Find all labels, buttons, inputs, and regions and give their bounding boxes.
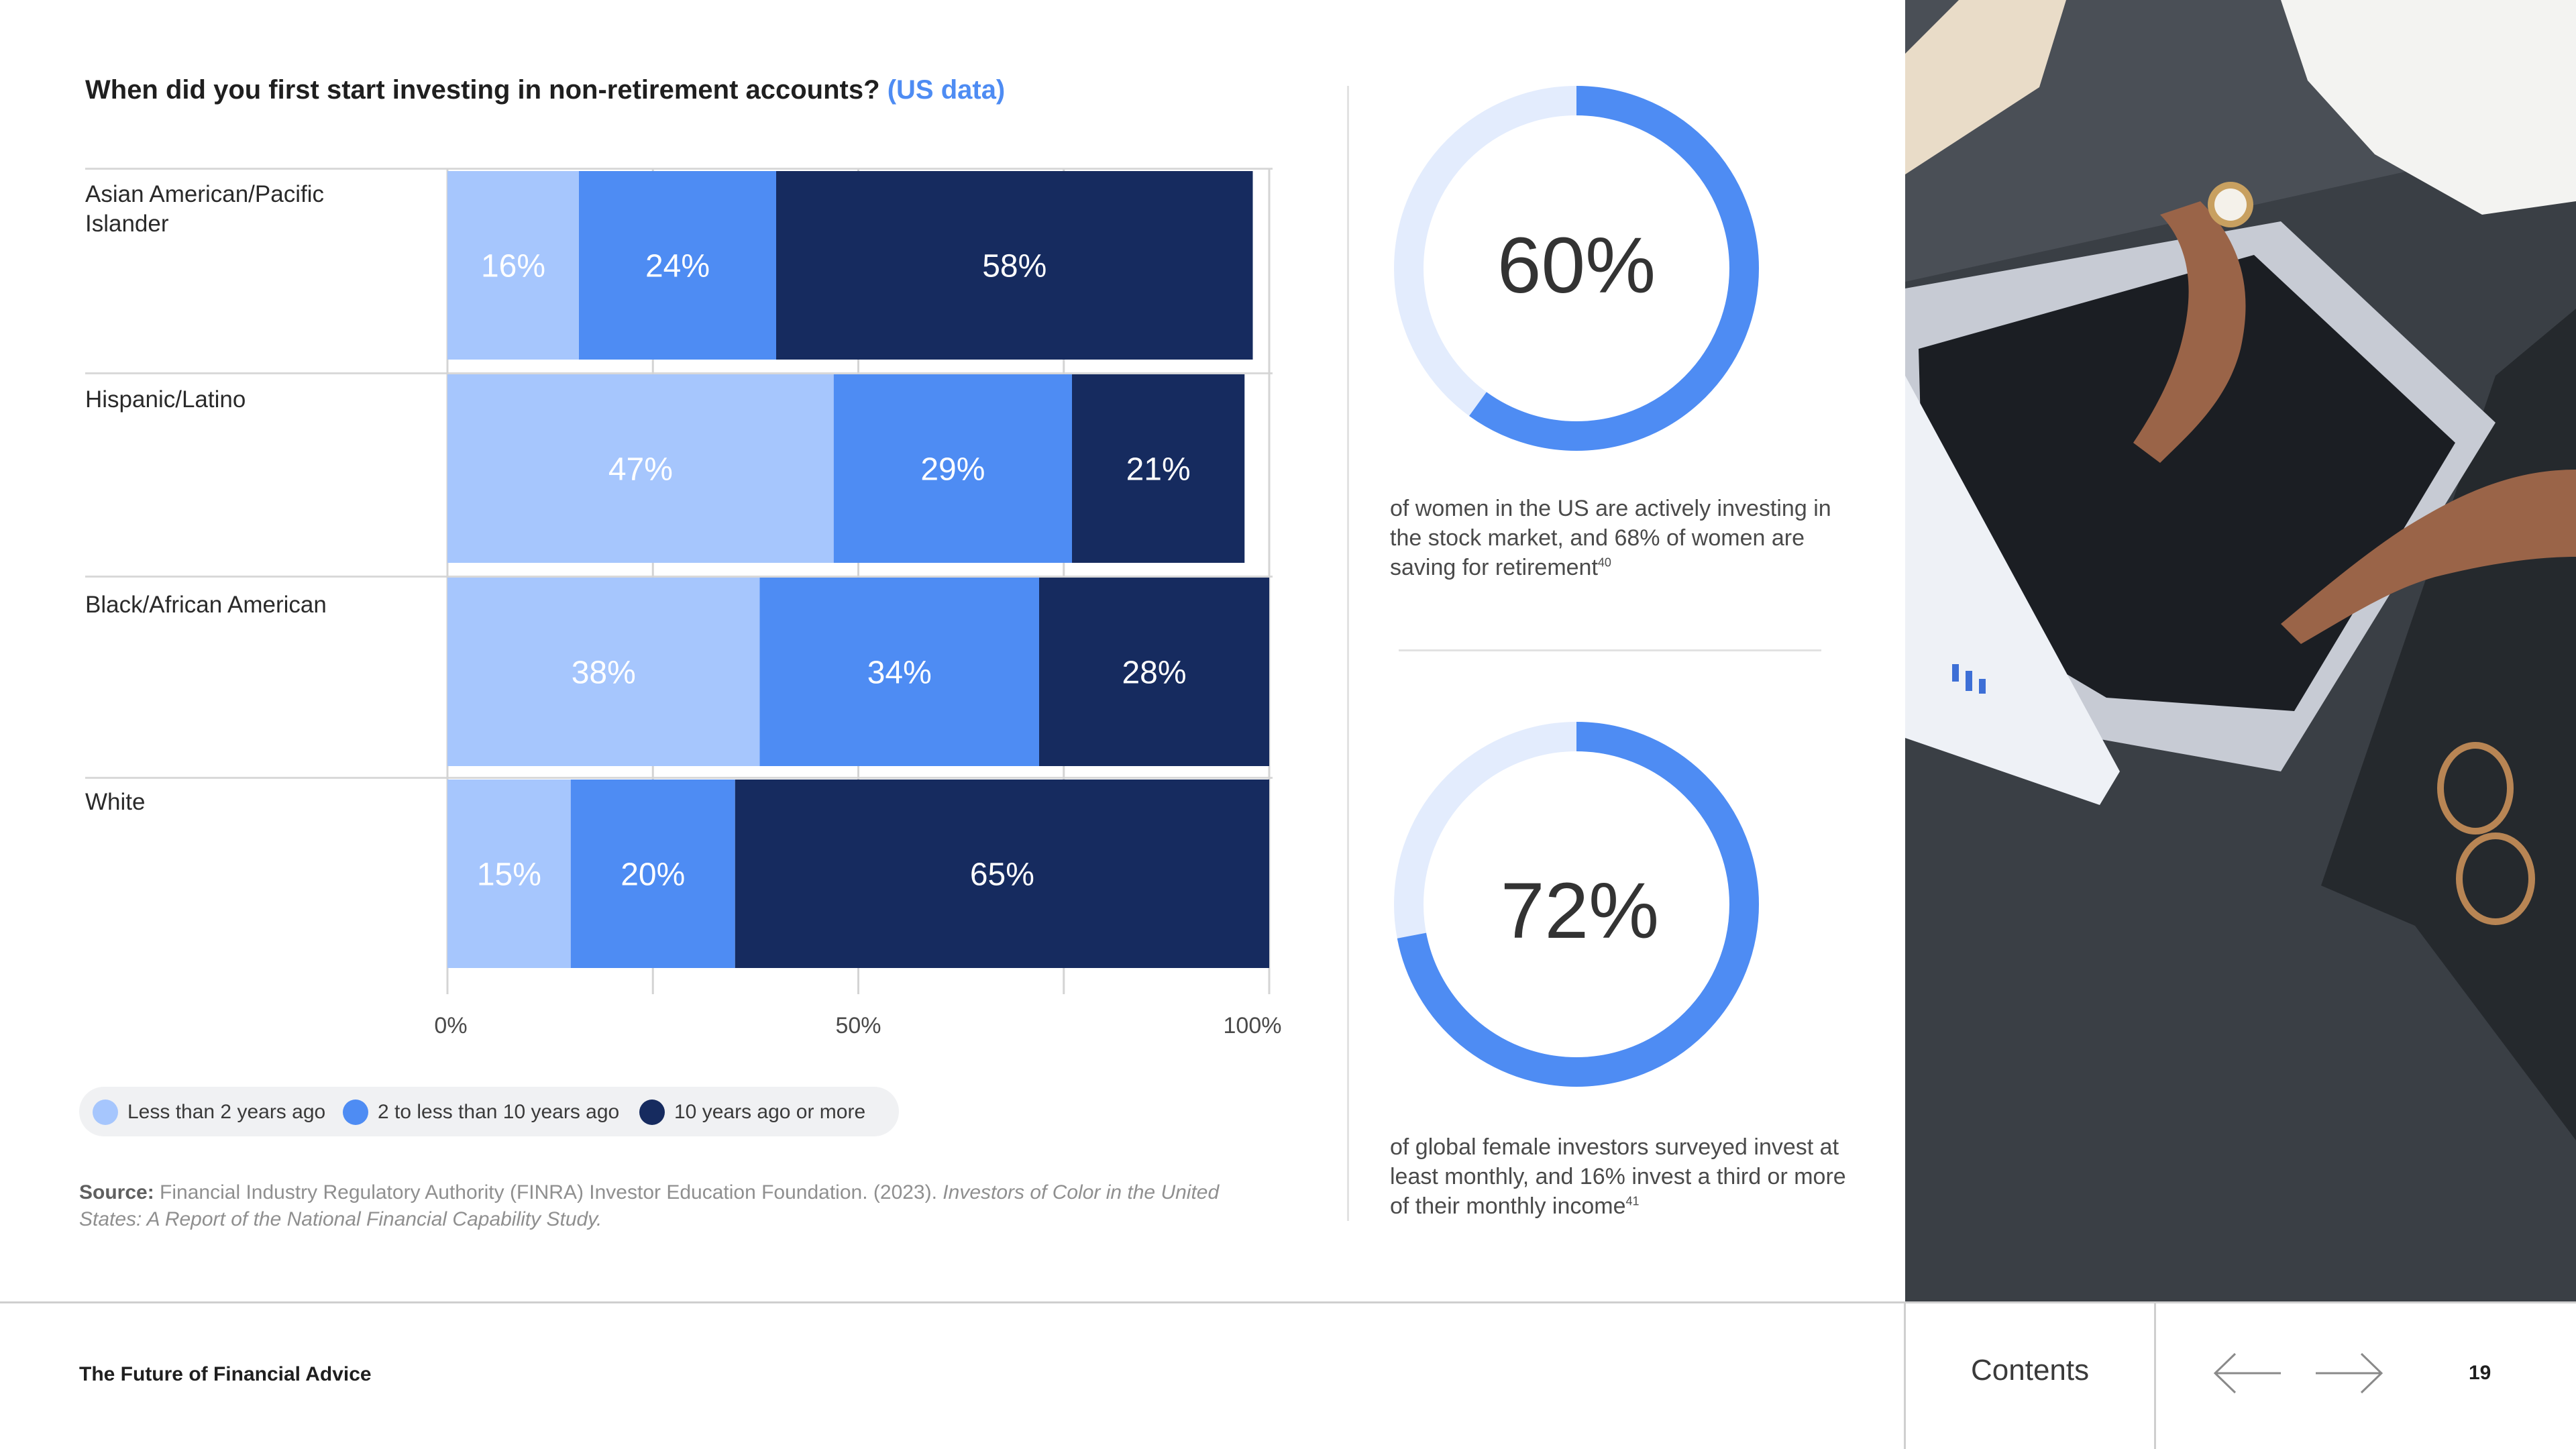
donut-fill [1394, 722, 1759, 1087]
bar-segment [570, 780, 735, 968]
notebook [1905, 0, 2066, 174]
chart-title-highlight: (US data) [887, 75, 1006, 105]
bar-value-label: 58% [982, 249, 1046, 284]
source-title: Investors of Color in the United States:… [79, 1181, 1220, 1230]
footnote-marker: 41 [1625, 1194, 1640, 1208]
arrow-right-icon[interactable] [2312, 1348, 2385, 1398]
bar-value-label: 38% [572, 655, 636, 691]
source-note: Source: Financial Industry Regulatory Au… [79, 1179, 1273, 1233]
laptop-screen [1905, 376, 2120, 805]
bar-value-label: 16% [481, 249, 545, 284]
category-label-hispanic: Hispanic/Latino [85, 386, 246, 413]
row-divider [85, 576, 1273, 578]
bar-value-label: 29% [920, 452, 985, 488]
right-hand [2281, 470, 2576, 644]
donut-fill [1394, 86, 1759, 451]
chart-legend: Less than 2 years ago 2 to less than 10 … [79, 1087, 899, 1136]
footer-separator [2154, 1301, 2156, 1449]
source-label: Source: [79, 1181, 154, 1203]
bar-segment [759, 578, 1039, 766]
bar-segment [447, 578, 760, 766]
footnote-marker: 40 [1597, 555, 1611, 570]
bar-value-label: 65% [970, 857, 1034, 893]
x-tick-label: 0% [434, 1013, 467, 1038]
stacked-bar-chart: 16% 24% 58% 47% 29% 21% 38% 34% 28% 15% 20% 65% 0% 50… [434, 169, 1282, 1038]
footer-separator [1904, 1301, 1906, 1449]
bar-segment [447, 171, 579, 360]
column-divider [1347, 86, 1349, 1221]
bar-value-label: 21% [1126, 452, 1191, 488]
bar-value-label: 28% [1122, 655, 1186, 691]
row-divider [85, 777, 1273, 779]
source-text: Financial Industry Regulatory Authority … [160, 1181, 937, 1203]
chart-title-text: When did you first start investing in no… [85, 75, 880, 105]
donut-60-percent [1394, 86, 1759, 451]
bar-segment [833, 374, 1072, 563]
bar-value-label: 34% [867, 655, 932, 691]
footer-divider [0, 1301, 2576, 1303]
bar-value-label: 24% [645, 249, 710, 284]
chart-title: When did you first start investing in no… [85, 75, 1005, 105]
stat-value-60: 60% [1497, 221, 1656, 310]
row-divider [85, 372, 1273, 374]
eyeglasses [2437, 742, 2514, 835]
bar-segment [1039, 578, 1269, 766]
stat-text-women-us: of women in the US are actively investin… [1390, 494, 1846, 582]
bar-segment [735, 780, 1269, 968]
x-tick-label: 100% [1224, 1013, 1282, 1038]
contents-link[interactable]: Contents [1971, 1354, 2090, 1387]
bar-segment [447, 374, 834, 563]
arrow-left-icon[interactable] [2211, 1348, 2285, 1398]
stat-value-72: 72% [1500, 867, 1660, 955]
stat-divider [1399, 649, 1821, 651]
legend-swatch-dark [639, 1099, 665, 1125]
donut-72-percent [1394, 722, 1759, 1087]
legend-item-2-to-10-years: 2 to less than 10 years ago [343, 1099, 619, 1126]
legend-swatch-mid [343, 1099, 368, 1125]
legend-item-10-years-or-more: 10 years ago or more [639, 1099, 865, 1126]
legend-label: Less than 2 years ago [127, 1101, 326, 1123]
legend-label: 2 to less than 10 years ago [378, 1101, 620, 1123]
page-number: 19 [2469, 1362, 2491, 1384]
bar-segment [447, 780, 571, 968]
legend-swatch-light [93, 1099, 118, 1125]
white-sleeve [2281, 0, 2576, 215]
row-divider [85, 168, 1273, 170]
laptop-photo [1905, 0, 2576, 1301]
laptop-photo-illustration [1905, 0, 2576, 1301]
bar-value-label: 47% [608, 452, 673, 488]
stat-text-body: of women in the US are actively investin… [1390, 496, 1831, 580]
category-label-black: Black/African American [85, 592, 327, 618]
left-hand [2133, 201, 2246, 463]
bar-segment [579, 171, 776, 360]
legend-label: 10 years ago or more [674, 1101, 866, 1123]
document-title: The Future of Financial Advice [79, 1363, 372, 1385]
category-label-white: White [85, 789, 146, 815]
category-label-aapi: Asian American/Pacific Islander [85, 181, 324, 237]
bar-value-label: 15% [477, 857, 541, 893]
bar-segment [776, 171, 1253, 360]
bar-value-label: 20% [621, 857, 685, 893]
stat-text-body: of global female investors surveyed inve… [1390, 1134, 1846, 1219]
stat-text-global-investors: of global female investors surveyed inve… [1390, 1132, 1846, 1221]
legend-item-less-than-2-years: Less than 2 years ago [93, 1099, 325, 1126]
x-tick-label: 50% [835, 1013, 881, 1038]
bar-segment [1072, 374, 1245, 563]
